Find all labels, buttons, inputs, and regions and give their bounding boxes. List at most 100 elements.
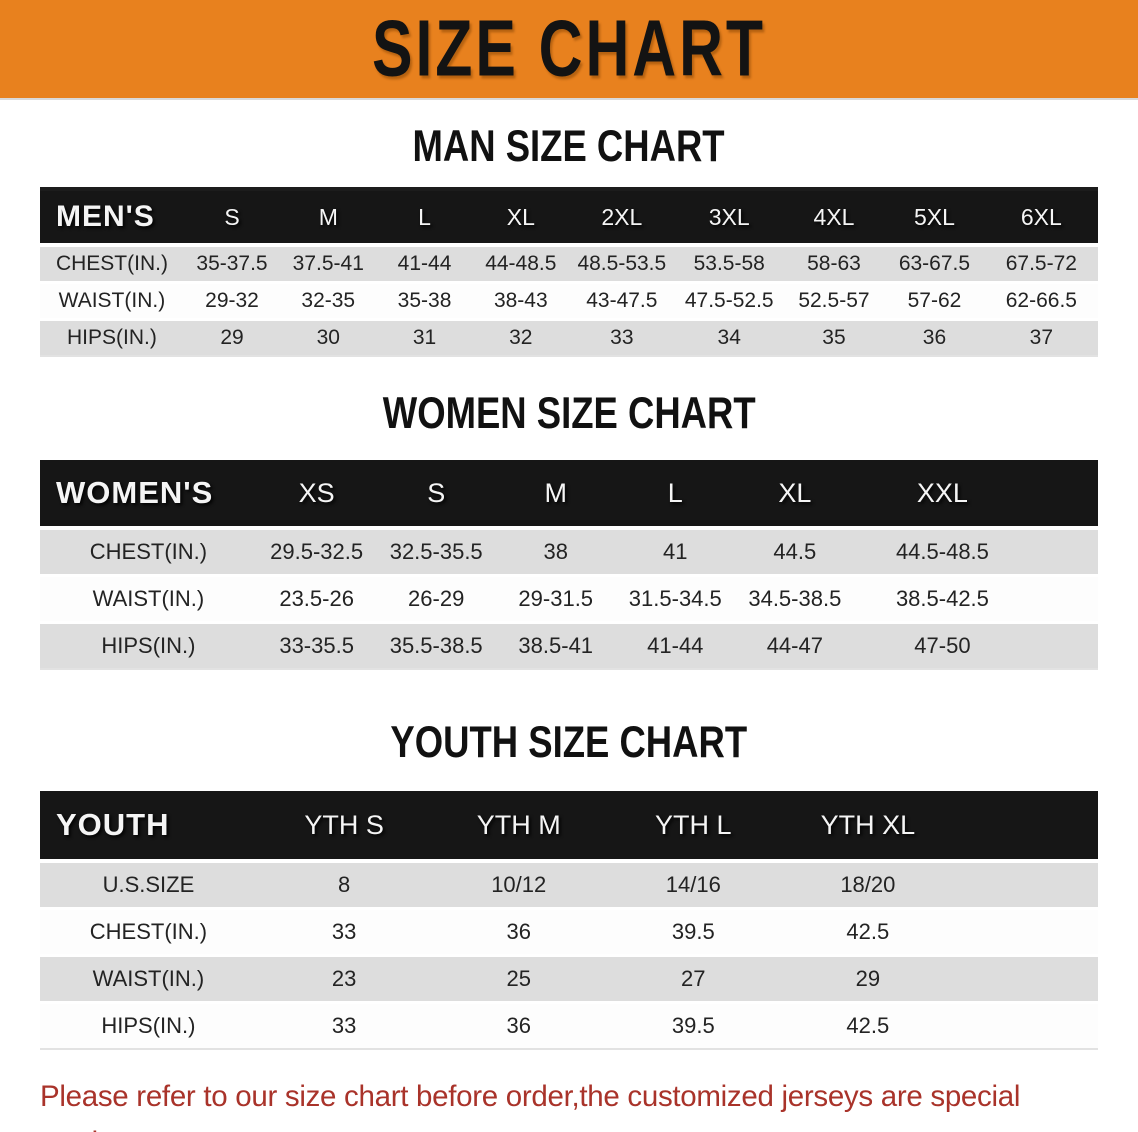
men-section-heading: MAN SIZE CHART [0,100,1138,187]
size-cell: 18/20 [780,861,956,910]
size-cell: 10/12 [431,861,606,910]
size-cell: 44.5-48.5 [854,528,1031,577]
men-section: MAN SIZE CHART MEN'S S M L XL 2XL 3XL 4X… [0,100,1138,357]
men-section-heading-text: MAN SIZE CHART [412,122,726,172]
size-cell: 35-37.5 [183,245,281,284]
note-line-1: Please refer to our size chart before or… [40,1080,1021,1132]
women-section-heading: WOMEN SIZE CHART [0,357,1138,460]
size-cell: 48.5-53.5 [568,245,675,284]
size-cell: 57-62 [884,282,985,321]
size-column-header: YTH S [256,791,432,863]
women-section-heading-text: WOMEN SIZE CHART [382,389,756,439]
size-cell: 32 [472,319,569,357]
size-column-header: M [280,189,377,247]
banner: SIZE CHART [0,0,1138,100]
size-cell: 29-31.5 [495,575,616,624]
size-cell: 44-48.5 [472,245,569,284]
size-cell: 33 [256,1002,432,1050]
footer-note: Please refer to our size chart before or… [40,1074,1100,1132]
size-cell: 32-35 [280,282,377,321]
size-cell: 14/16 [606,861,781,910]
spacer-cell [1030,622,1098,670]
size-column-header: 6XL [984,189,1098,247]
size-cell: 39.5 [606,908,781,957]
size-column-header: S [183,189,281,247]
size-cell: 63-67.5 [884,245,985,284]
row-label: U.S.SIZE [40,861,257,910]
youth-header-row: YOUTH YTH S YTH M YTH L YTH XL [40,791,1098,863]
men-header-row: MEN'S S M L XL 2XL 3XL 4XL 5XL 6XL [40,189,1098,247]
size-cell: 34 [674,319,784,357]
youth-waist-row: WAIST(IN.) 23 25 27 29 [40,955,1098,1004]
youth-table-title: YOUTH [40,791,257,863]
size-cell: 44.5 [735,528,855,577]
spacer-cell [1030,528,1098,577]
row-label: CHEST(IN.) [40,528,257,577]
size-column-header: L [615,460,736,530]
size-cell: 38 [495,528,616,577]
size-cell: 27 [606,955,781,1004]
spacer-cell [955,1002,1098,1050]
size-cell: 32.5-35.5 [376,528,496,577]
spacer-cell [955,861,1098,910]
women-table-title: WOMEN'S [40,460,257,530]
women-size-table: WOMEN'S XS S M L XL XXL CHEST(IN.) 29.5-… [40,460,1098,670]
row-label: HIPS(IN.) [40,622,257,670]
size-cell: 23 [256,955,432,1004]
banner-title: SIZE CHART [372,4,766,94]
women-hips-row: HIPS(IN.) 33-35.5 35.5-38.5 38.5-41 41-4… [40,622,1098,670]
size-cell: 23.5-26 [256,575,377,624]
size-cell: 42.5 [780,908,956,957]
size-cell: 8 [256,861,432,910]
youth-size-table: YOUTH YTH S YTH M YTH L YTH XL U.S.SIZE … [40,791,1098,1050]
men-waist-row: WAIST(IN.) 29-32 32-35 35-38 38-43 43-47… [40,282,1098,321]
size-cell: 38.5-42.5 [854,575,1031,624]
row-label: HIPS(IN.) [40,1002,257,1050]
row-label: CHEST(IN.) [40,245,184,284]
size-cell: 41-44 [376,245,473,284]
row-label: WAIST(IN.) [40,575,257,624]
women-section: WOMEN SIZE CHART WOMEN'S XS S M L XL XXL [0,357,1138,670]
youth-section: YOUTH SIZE CHART YOUTH YTH S YTH M YTH L… [0,670,1138,1050]
size-cell: 29-32 [183,282,281,321]
women-waist-row: WAIST(IN.) 23.5-26 26-29 29-31.5 31.5-34… [40,575,1098,624]
size-cell: 36 [884,319,985,357]
size-column-header: 3XL [674,189,784,247]
youth-section-heading: YOUTH SIZE CHART [0,670,1138,791]
size-cell: 31.5-34.5 [615,575,736,624]
size-column-header: 4XL [783,189,885,247]
size-cell: 53.5-58 [674,245,784,284]
size-column-header: XS [256,460,377,530]
size-cell: 38-43 [472,282,569,321]
size-cell: 30 [280,319,377,357]
size-cell: 38.5-41 [495,622,616,670]
row-label: CHEST(IN.) [40,908,257,957]
size-cell: 33 [256,908,432,957]
women-chest-row: CHEST(IN.) 29.5-32.5 32.5-35.5 38 41 44.… [40,528,1098,577]
row-label: HIPS(IN.) [40,319,184,357]
spacer-cell [955,908,1098,957]
size-column-header: XXL [854,460,1031,530]
size-cell: 42.5 [780,1002,956,1050]
size-cell: 35-38 [376,282,473,321]
men-hips-row: HIPS(IN.) 29 30 31 32 33 34 35 36 37 [40,319,1098,357]
size-cell: 35 [783,319,885,357]
size-cell: 47.5-52.5 [674,282,784,321]
size-cell: 58-63 [783,245,885,284]
size-cell: 37 [984,319,1098,357]
size-cell: 36 [431,908,606,957]
size-cell: 29 [780,955,956,1004]
size-cell: 47-50 [854,622,1031,670]
size-column-header: YTH XL [780,791,956,863]
size-cell: 62-66.5 [984,282,1098,321]
youth-section-heading-text: YOUTH SIZE CHART [390,718,748,768]
size-column-header: YTH L [606,791,781,863]
youth-chest-row: CHEST(IN.) 33 36 39.5 42.5 [40,908,1098,957]
men-chest-row: CHEST(IN.) 35-37.5 37.5-41 41-44 44-48.5… [40,245,1098,284]
spacer-cell [1030,575,1098,624]
size-cell: 52.5-57 [783,282,885,321]
size-cell: 31 [376,319,473,357]
spacer-cell [955,955,1098,1004]
men-table-title: MEN'S [40,189,184,247]
